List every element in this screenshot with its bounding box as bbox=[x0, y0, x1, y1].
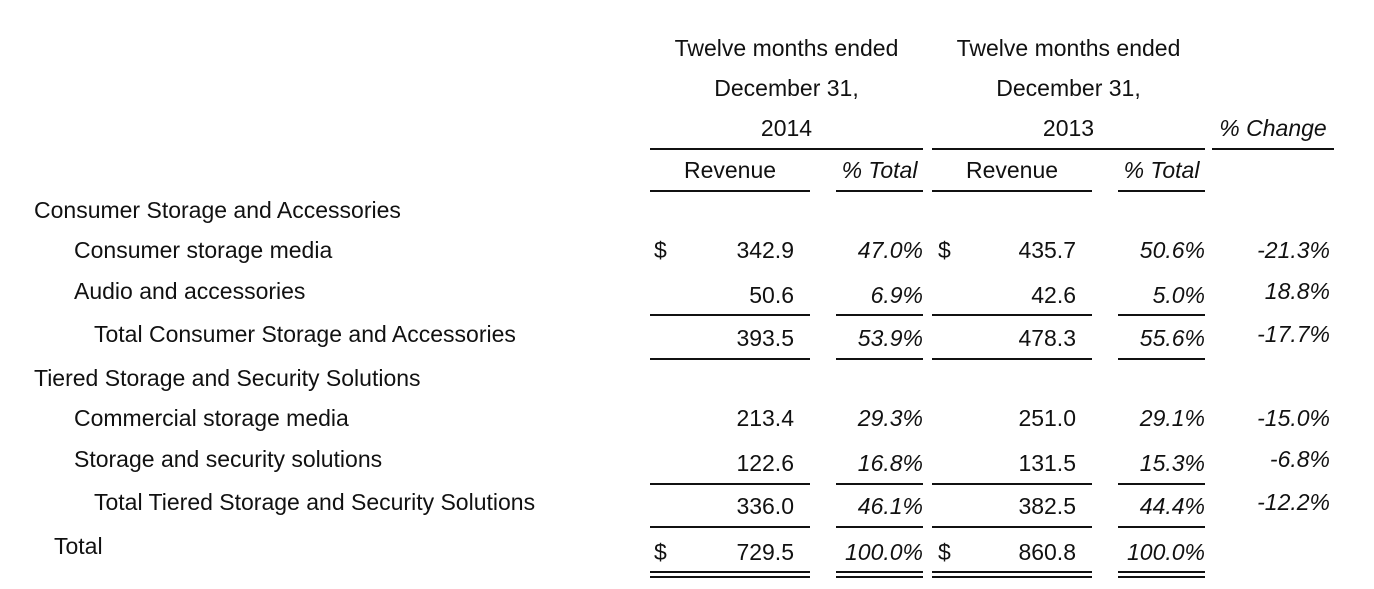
pct-total-2014: 29.3% bbox=[857, 405, 923, 431]
pct-total-2013: 15.3% bbox=[1139, 450, 1205, 476]
header-pct-total-2013: % Total bbox=[1123, 157, 1200, 183]
revenue-2013: 478.3 bbox=[1018, 325, 1076, 351]
revenue-2013: 131.5 bbox=[1018, 450, 1076, 476]
currency-symbol: $ bbox=[654, 237, 667, 263]
header-pct-change: % Change bbox=[1219, 115, 1327, 141]
subtotal-label: Total Tiered Storage and Security Soluti… bbox=[94, 489, 536, 515]
section-title-consumer: Consumer Storage and Accessories bbox=[34, 197, 401, 223]
subtotal-bottom-rule bbox=[932, 526, 1092, 528]
revenue-2013: 382.5 bbox=[1018, 493, 1076, 519]
header-2013-year: 2013 bbox=[1042, 115, 1095, 141]
subtotal-rule bbox=[1118, 483, 1205, 485]
subtotal-bottom-rule bbox=[932, 358, 1092, 360]
currency-symbol: $ bbox=[654, 539, 667, 565]
pct-total-2013: 55.6% bbox=[1139, 325, 1205, 351]
pct-change: -17.7% bbox=[1257, 321, 1330, 347]
pct-total-2013: 44.4% bbox=[1139, 493, 1205, 519]
header-2013-line1: Twelve months ended bbox=[956, 35, 1181, 61]
header-2013-rule bbox=[932, 148, 1205, 150]
header-2014-line2: December 31, bbox=[714, 75, 859, 101]
grand-total-double-rule bbox=[932, 571, 1092, 578]
revenue-2013: 435.7 bbox=[1018, 237, 1076, 263]
row-label: Audio and accessories bbox=[74, 278, 306, 304]
subtotal-rule bbox=[932, 314, 1092, 316]
header-2014-year: 2014 bbox=[760, 115, 813, 141]
revenue-2014: 122.6 bbox=[736, 450, 794, 476]
pct-total-2013: 100.0% bbox=[1126, 539, 1205, 565]
header-2013-line2: December 31, bbox=[996, 75, 1141, 101]
subtotal-rule bbox=[932, 483, 1092, 485]
subtotal-rule bbox=[1118, 314, 1205, 316]
revenue-2013: 860.8 bbox=[1018, 539, 1076, 565]
grand-total-double-rule bbox=[1118, 571, 1205, 578]
revenue-2014: 213.4 bbox=[736, 405, 794, 431]
subtotal-rule bbox=[836, 314, 923, 316]
header-pct-total-2014: % Total bbox=[841, 157, 918, 183]
header-2014-line1: Twelve months ended bbox=[674, 35, 899, 61]
revenue-2013: 42.6 bbox=[1031, 282, 1076, 308]
pct-total-2014: 53.9% bbox=[857, 325, 923, 351]
subheader-rule bbox=[932, 190, 1092, 192]
revenue-2014: 729.5 bbox=[736, 539, 794, 565]
subtotal-bottom-rule bbox=[836, 526, 923, 528]
subheader-rule bbox=[836, 190, 923, 192]
header-2014-rule bbox=[650, 148, 923, 150]
grand-total-double-rule bbox=[650, 571, 810, 578]
row-label: Consumer storage media bbox=[74, 237, 333, 263]
revenue-2014: 336.0 bbox=[736, 493, 794, 519]
pct-total-2013: 50.6% bbox=[1139, 237, 1205, 263]
pct-change: -12.2% bbox=[1257, 489, 1330, 515]
pct-change: -6.8% bbox=[1269, 446, 1330, 472]
subtotal-bottom-rule bbox=[1118, 358, 1205, 360]
pct-total-2013: 5.0% bbox=[1152, 282, 1205, 308]
grand-total-double-rule bbox=[836, 571, 923, 578]
pct-total-2014: 47.0% bbox=[857, 237, 923, 263]
subheader-rule bbox=[650, 190, 810, 192]
subtotal-rule bbox=[836, 483, 923, 485]
revenue-2014: 50.6 bbox=[749, 282, 794, 308]
revenue-2014: 342.9 bbox=[736, 237, 794, 263]
subtotal-bottom-rule bbox=[836, 358, 923, 360]
pct-total-2014: 6.9% bbox=[870, 282, 923, 308]
pct-total-2014: 46.1% bbox=[857, 493, 923, 519]
header-pct-change-rule bbox=[1212, 148, 1334, 150]
pct-total-2014: 100.0% bbox=[844, 539, 923, 565]
currency-symbol: $ bbox=[938, 539, 951, 565]
row-label: Storage and security solutions bbox=[74, 446, 383, 472]
pct-total-2013: 29.1% bbox=[1139, 405, 1205, 431]
section-title-tiered: Tiered Storage and Security Solutions bbox=[34, 365, 421, 391]
revenue-2014: 393.5 bbox=[736, 325, 794, 351]
pct-change: -15.0% bbox=[1257, 405, 1330, 431]
pct-change: 18.8% bbox=[1264, 278, 1330, 304]
header-revenue-2013: Revenue bbox=[965, 157, 1059, 183]
subtotal-rule bbox=[650, 483, 810, 485]
subheader-rule bbox=[1118, 190, 1205, 192]
subtotal-label: Total Consumer Storage and Accessories bbox=[94, 321, 516, 347]
header-revenue-2014: Revenue bbox=[683, 157, 777, 183]
subtotal-bottom-rule bbox=[650, 358, 810, 360]
revenue-2013: 251.0 bbox=[1018, 405, 1076, 431]
subtotal-bottom-rule bbox=[1118, 526, 1205, 528]
pct-total-2014: 16.8% bbox=[857, 450, 923, 476]
currency-symbol: $ bbox=[938, 237, 951, 263]
grand-total-label: Total bbox=[54, 533, 103, 559]
subtotal-rule bbox=[650, 314, 810, 316]
pct-change: -21.3% bbox=[1257, 237, 1330, 263]
row-label: Commercial storage media bbox=[74, 405, 349, 431]
subtotal-bottom-rule bbox=[650, 526, 810, 528]
